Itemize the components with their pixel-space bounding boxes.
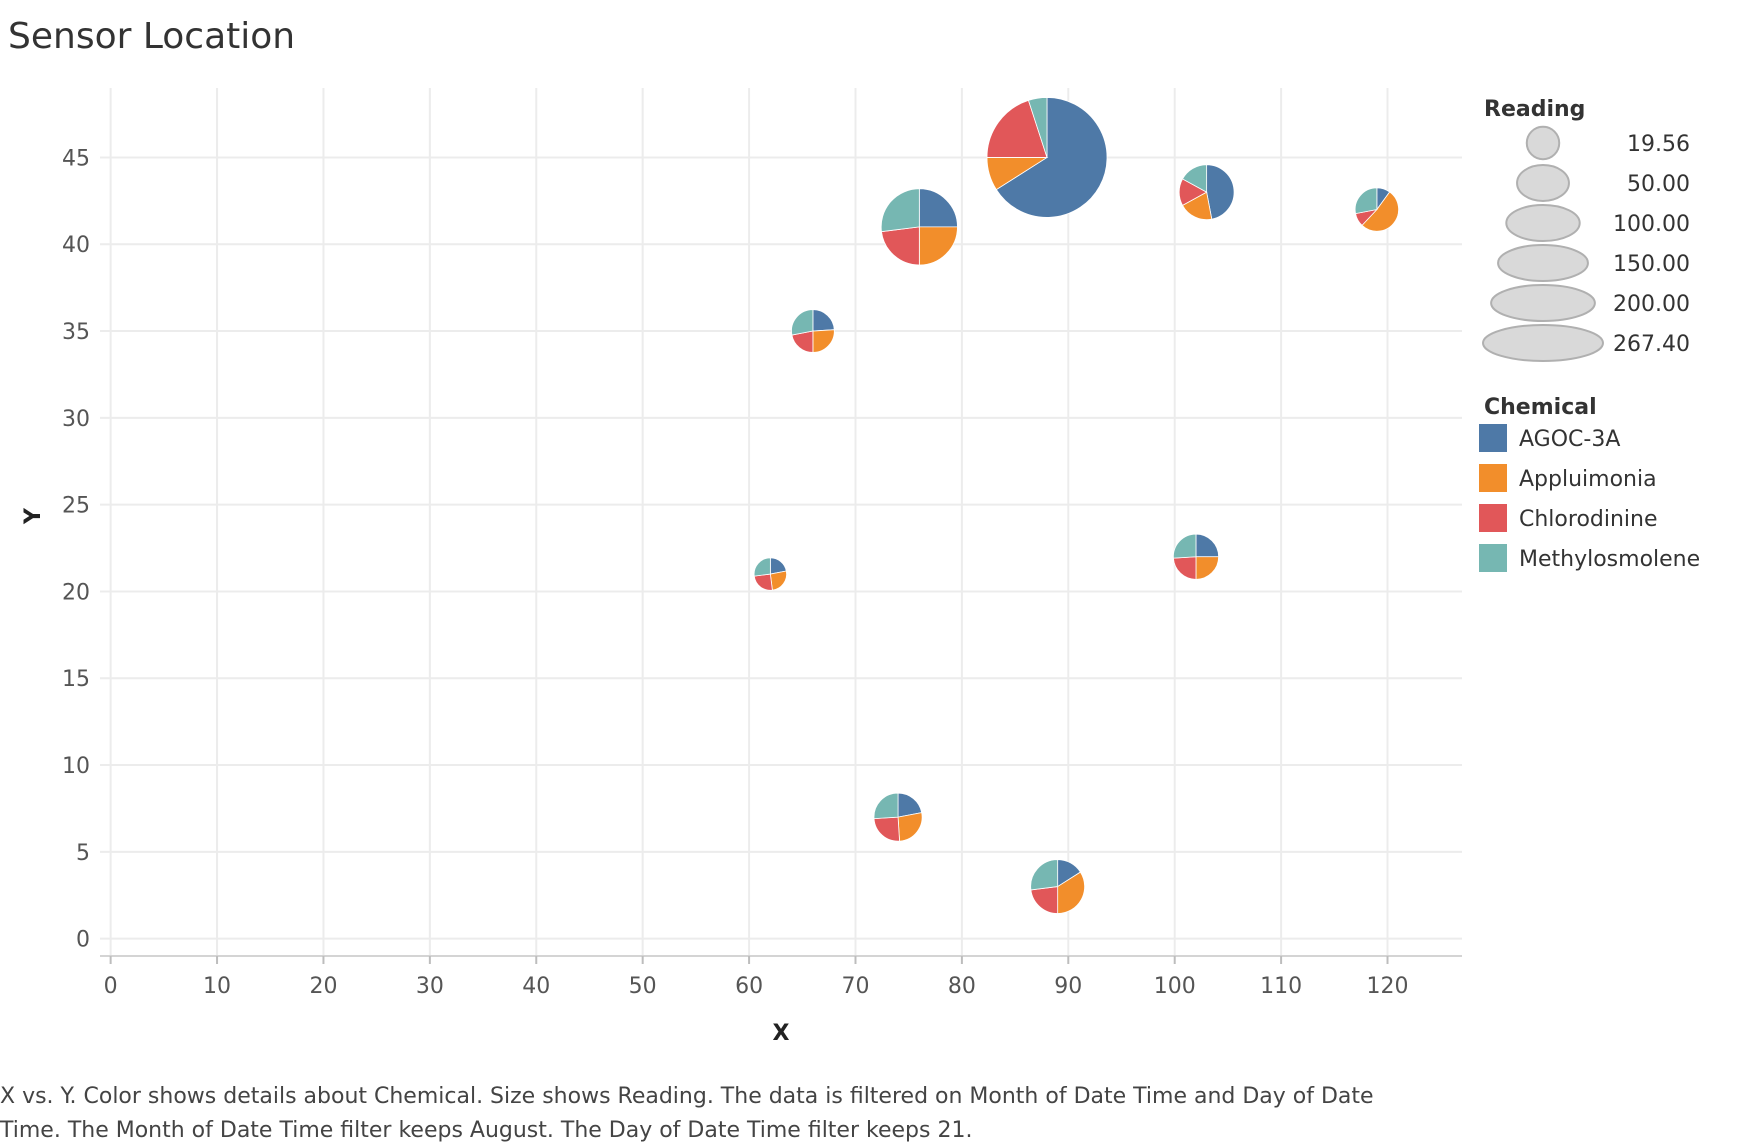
y-tick-label: 20 xyxy=(62,580,90,605)
size-legend-label: 19.56 xyxy=(1627,132,1690,157)
pie-slice-appluimonia xyxy=(918,226,958,266)
color-legend-items: AGOC-3A Appluimonia Chlorodinine Methylosmo… xyxy=(1479,424,1700,572)
x-tick-label: 30 xyxy=(416,974,444,999)
pie-marker xyxy=(880,188,958,266)
color-legend-label: Chlorodinine xyxy=(1519,507,1658,532)
pie-marker xyxy=(873,792,923,842)
pie-marker xyxy=(791,309,835,353)
color-legend-swatch xyxy=(1479,544,1507,572)
pie-slice-methylosmolene xyxy=(1030,859,1059,891)
size-legend-items: 19.56 50.00 100.00 150.00 200.00 267.40 xyxy=(1482,125,1690,362)
y-tick-label: 15 xyxy=(62,667,90,692)
x-tick-label: 70 xyxy=(841,974,869,999)
pie-slice-appluimonia xyxy=(769,570,787,591)
pie-slice-appluimonia xyxy=(897,812,923,842)
chart-caption: X vs. Y. Color shows details about Chemi… xyxy=(0,1084,1374,1143)
pie-marker xyxy=(986,97,1108,218)
pie-slice-methylosmolene xyxy=(1173,533,1197,559)
x-tick-label: 110 xyxy=(1260,974,1302,999)
pie-slice-appluimonia xyxy=(1195,556,1220,580)
x-tick-label: 90 xyxy=(1054,974,1082,999)
color-legend-label: AGOC-3A xyxy=(1519,427,1620,452)
pie-slice-methylosmolene xyxy=(1182,164,1208,193)
y-tick-label: 40 xyxy=(62,233,90,258)
chart-title: Sensor Location xyxy=(8,16,296,57)
pie-slice-methylosmolene xyxy=(1027,97,1048,158)
y-tick-label: 45 xyxy=(62,146,90,171)
y-tick-label: 0 xyxy=(76,928,90,953)
pie-slice-agoc-3a xyxy=(995,97,1108,218)
size-legend-label: 100.00 xyxy=(1613,212,1690,237)
y-tick-label: 5 xyxy=(76,841,90,866)
color-legend: Chemical AGOC-3A Appluimonia Chlorodinine M… xyxy=(1479,395,1700,572)
gridlines xyxy=(100,88,1462,957)
pie-slice-agoc-3a xyxy=(812,309,835,332)
pie-slice-chlorodinine xyxy=(753,573,773,591)
pie-slice-chlorodinine xyxy=(881,226,920,266)
size-legend-swatch xyxy=(1497,244,1589,282)
pie-marker xyxy=(1178,164,1235,221)
size-legend-swatch xyxy=(1525,125,1561,161)
pie-slice-methylosmolene xyxy=(791,309,814,336)
pie-slice-methylosmolene xyxy=(753,557,771,577)
size-legend-label: 267.40 xyxy=(1613,332,1690,357)
pie-slice-chlorodinine xyxy=(1030,886,1059,914)
y-tick-label: 25 xyxy=(62,494,90,519)
pie-slice-appluimonia xyxy=(1361,191,1399,232)
pie-slice-chlorodinine xyxy=(986,99,1048,158)
x-tick-label: 120 xyxy=(1367,974,1409,999)
pie-slice-agoc-3a xyxy=(918,188,958,228)
x-tick-label: 100 xyxy=(1154,974,1196,999)
x-tick-label: 20 xyxy=(309,974,337,999)
y-tick-label: 35 xyxy=(62,320,90,345)
x-tick-label: 0 xyxy=(104,974,118,999)
size-legend-swatch xyxy=(1482,324,1604,362)
pie-slice-methylosmolene xyxy=(1354,187,1378,215)
color-legend-title: Chemical xyxy=(1484,395,1597,420)
color-legend-swatch xyxy=(1479,504,1507,532)
size-legend-swatch xyxy=(1516,164,1570,202)
x-tick-label: 60 xyxy=(735,974,763,999)
pie-marker xyxy=(753,557,787,591)
pie-slice-agoc-3a xyxy=(1195,533,1220,558)
size-legend-title: Reading xyxy=(1484,97,1585,122)
x-tick-label: 80 xyxy=(948,974,976,999)
color-legend-swatch xyxy=(1479,464,1507,492)
y-tick-label: 30 xyxy=(62,407,90,432)
pie-marker xyxy=(1030,859,1085,914)
y-tick-label: 10 xyxy=(62,754,90,779)
pie-slice-agoc-3a xyxy=(1206,164,1235,220)
size-legend-label: 200.00 xyxy=(1613,292,1690,317)
size-legend: Reading 19.56 50.00 100.00 150.00 200.00 267.… xyxy=(1482,97,1690,362)
pie-slice-methylosmolene xyxy=(880,188,920,233)
pie-slice-appluimonia xyxy=(812,329,835,353)
size-legend-swatch xyxy=(1490,284,1596,322)
x-tick-label: 50 xyxy=(629,974,657,999)
pie-slice-appluimonia xyxy=(1057,871,1085,914)
pie-markers xyxy=(753,97,1399,914)
pie-slice-chlorodinine xyxy=(1172,556,1197,580)
color-legend-label: Appluimonia xyxy=(1519,467,1657,492)
x-tick-label: 40 xyxy=(522,974,550,999)
x-tick-label: 10 xyxy=(203,974,231,999)
pie-slice-methylosmolene xyxy=(873,792,899,820)
pie-slice-agoc-3a xyxy=(897,792,923,818)
size-legend-swatch xyxy=(1505,204,1581,242)
axis-ticks: 0 10 20 30 40 50 60 70 80 90 100 110 120 0 5 10 15 20 25 30… xyxy=(62,146,1409,999)
pie-marker xyxy=(1354,187,1399,232)
size-legend-label: 50.00 xyxy=(1627,172,1690,197)
pie-marker xyxy=(1172,533,1220,580)
pie-slice-chlorodinine xyxy=(873,816,900,842)
color-legend-swatch xyxy=(1479,424,1507,452)
color-legend-label: Methylosmolene xyxy=(1519,547,1700,572)
y-axis-title: Y xyxy=(21,507,46,525)
x-axis-title: X xyxy=(773,1021,790,1046)
size-legend-label: 150.00 xyxy=(1613,252,1690,277)
